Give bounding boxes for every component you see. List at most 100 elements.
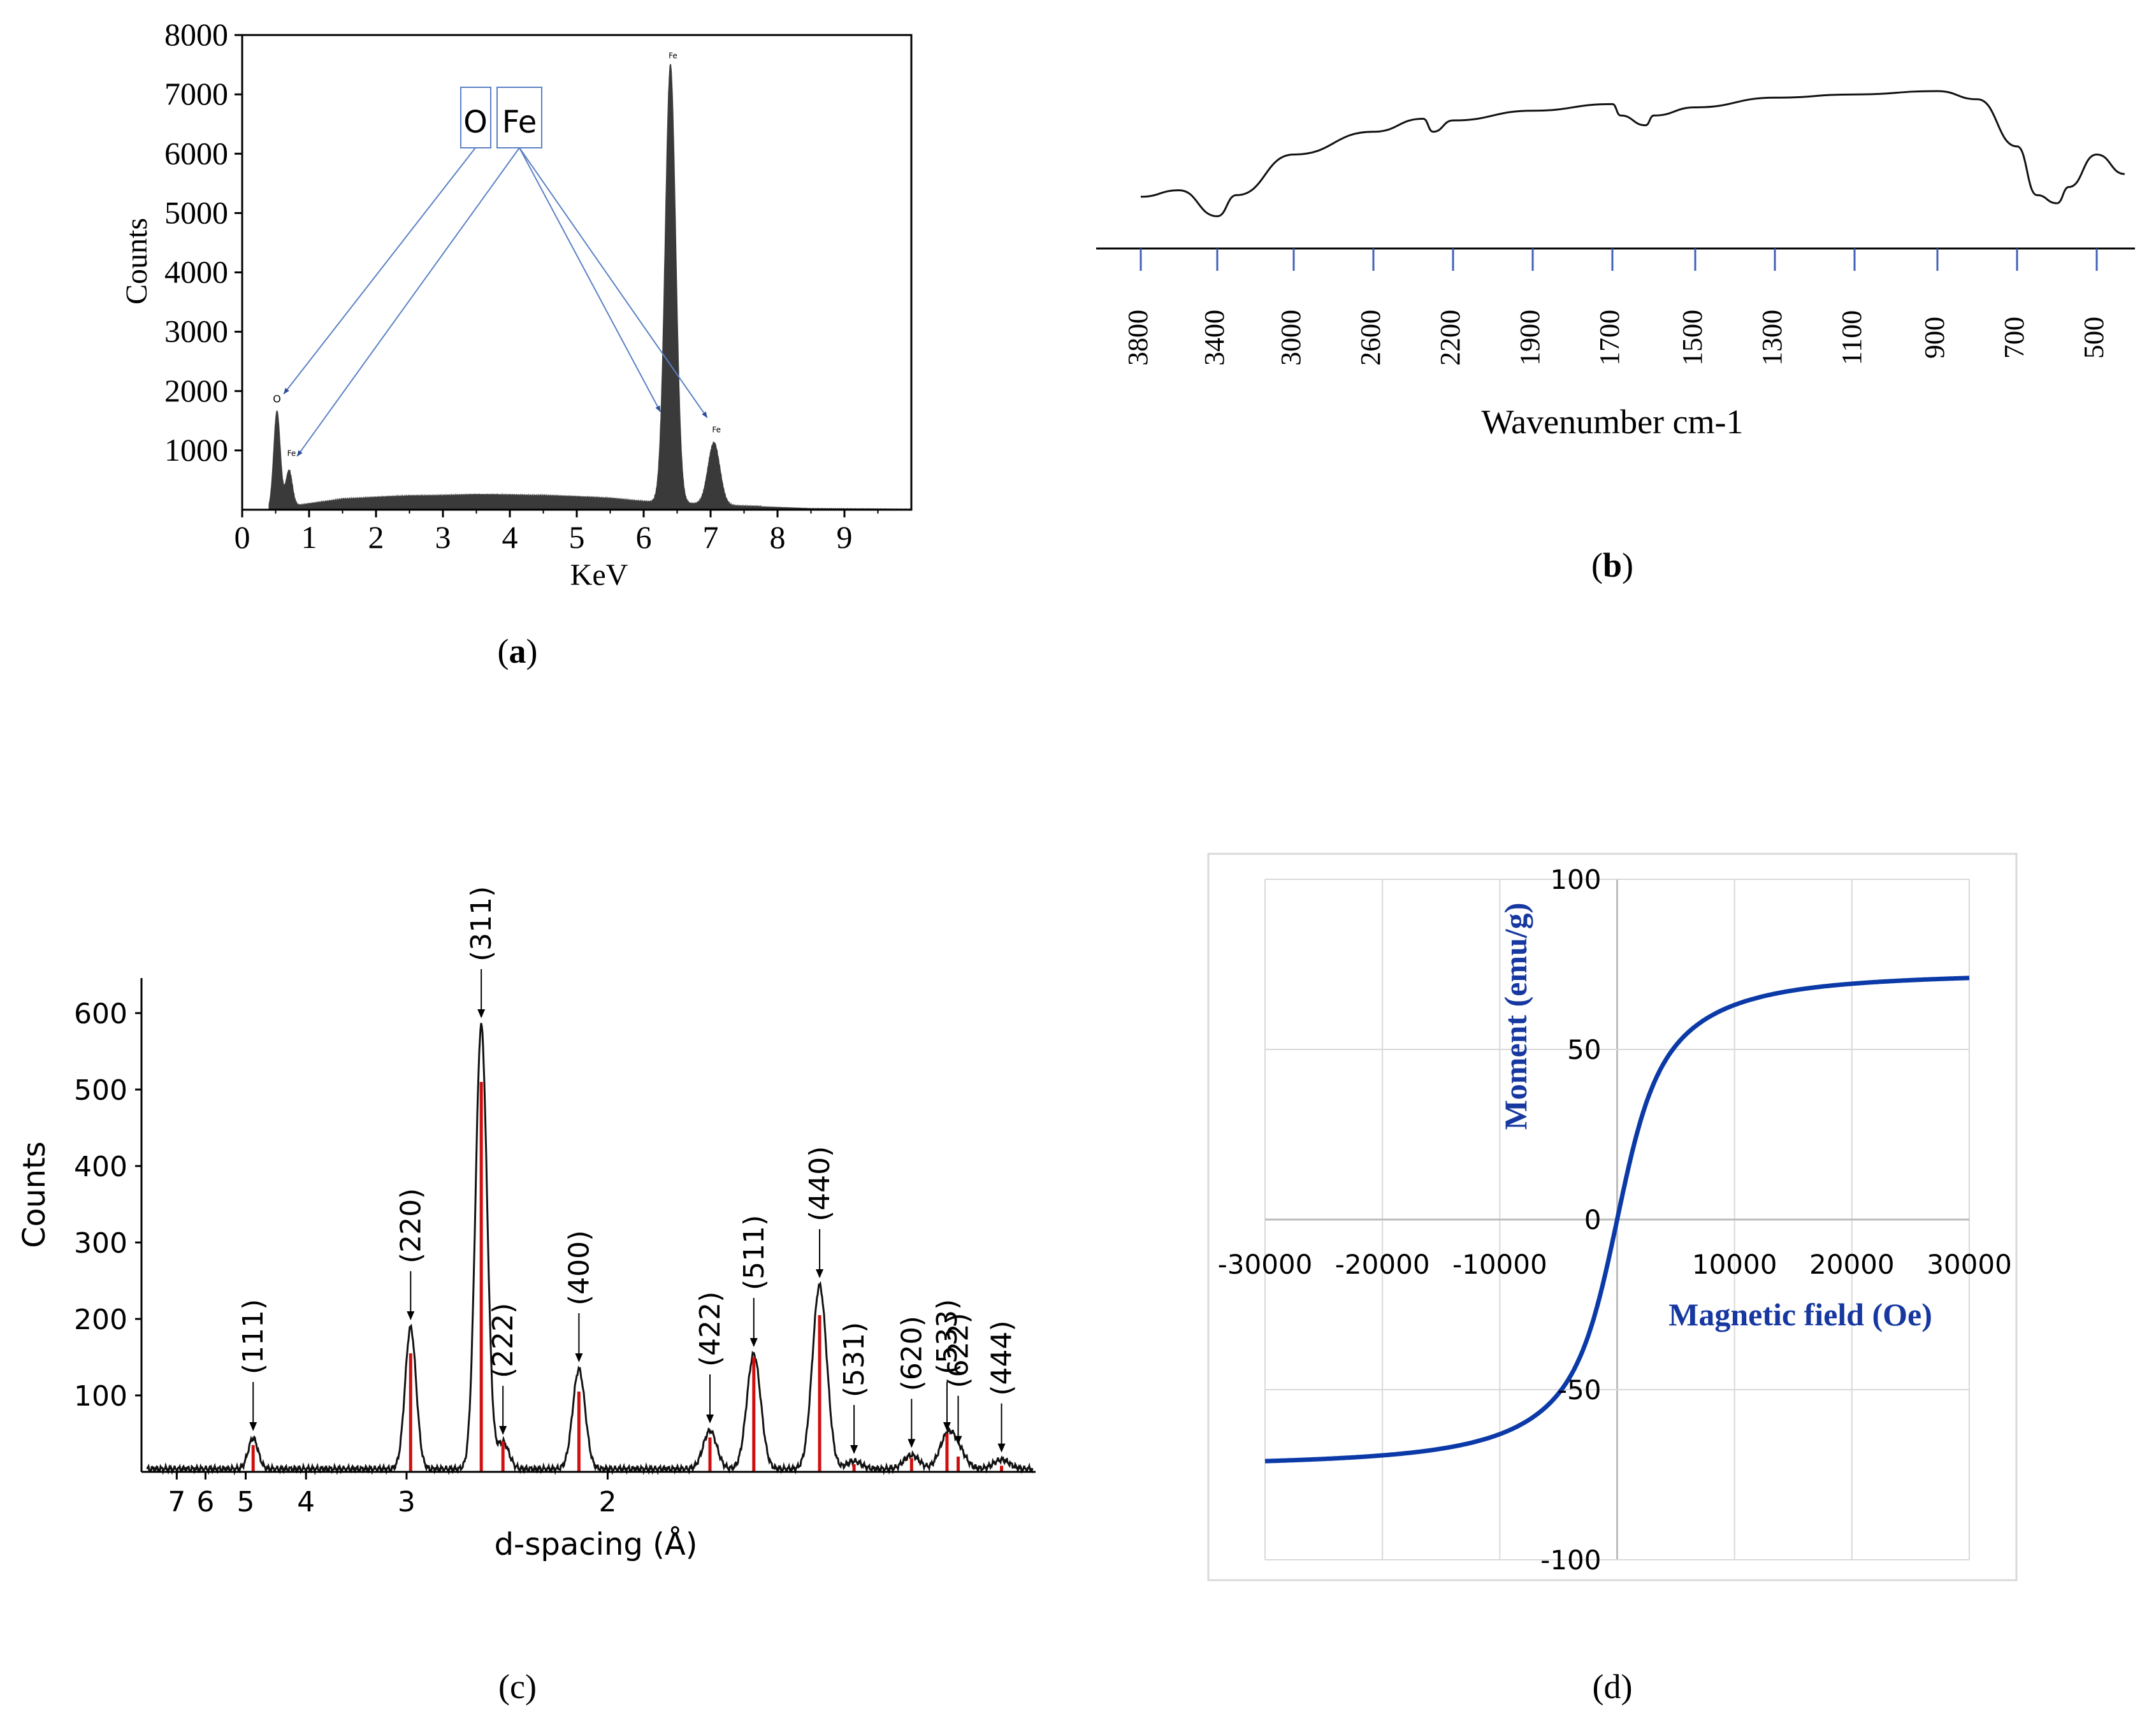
vsm-x-tick-label: 30000 — [1927, 1249, 2012, 1280]
ftir-x-tick-label: 1900 — [1514, 310, 1545, 366]
xrd-hkl-label: (222) — [487, 1303, 519, 1378]
caption-b-letter: b — [1603, 546, 1622, 584]
vsm-y-tick-label: 100 — [1550, 864, 1601, 895]
panel-b-ftir-chart: 3800 3400 3000 2600 2200 1900 1700 1500 1300 1100… — [1096, 90, 2135, 584]
ftir-x-axis-label: Wavenumber cm-1 — [1482, 403, 1744, 441]
eds-x-tick-label: 5 — [569, 519, 585, 555]
xrd-peak-arrowhead — [706, 1415, 714, 1423]
eds-legend-o-box — [460, 87, 491, 148]
caption-d: (d) — [1593, 1667, 1633, 1706]
vsm-y-tick-label: -50 — [1558, 1374, 1602, 1406]
xrd-y-tick-label: 300 — [74, 1227, 127, 1260]
eds-x-tick-label: 6 — [636, 519, 652, 555]
caption-a: (a) — [498, 632, 538, 670]
eds-annotation-arrow — [296, 147, 520, 457]
xrd-peak-arrowhead — [908, 1439, 916, 1448]
xrd-peak-arrowhead — [943, 1422, 951, 1431]
ftir-x-tick-label: 3400 — [1199, 310, 1230, 366]
eds-x-tick-label: 4 — [502, 519, 518, 555]
vsm-x-tick-label: 10000 — [1692, 1249, 1777, 1280]
vsm-x-tick-label: -30000 — [1218, 1249, 1313, 1280]
xrd-pattern-line — [146, 1023, 1034, 1476]
xrd-x-tick-label: 2 — [598, 1486, 616, 1518]
eds-legend-o: O — [463, 104, 488, 140]
xrd-peak-arrowhead — [954, 1436, 962, 1445]
xrd-peak-arrowhead — [816, 1269, 824, 1278]
eds-arrowhead — [297, 450, 303, 457]
eds-y-axis-label: Counts — [120, 218, 154, 305]
eds-y-tick-label: 1000 — [164, 432, 228, 468]
ftir-x-tick-label: 900 — [1919, 317, 1950, 359]
eds-legend-fe-box — [496, 87, 542, 148]
xrd-peak-arrowhead — [575, 1353, 583, 1362]
eds-x-tick-label: 8 — [770, 519, 786, 555]
eds-y-tick-label: 4000 — [164, 254, 228, 290]
eds-y-tick-label: 2000 — [164, 373, 228, 408]
xrd-y-tick-label: 400 — [74, 1151, 127, 1183]
ftir-x-tick-label: 1100 — [1836, 310, 1867, 365]
eds-x-axis-label: KeV — [570, 558, 628, 592]
xrd-peak-arrowhead — [749, 1338, 758, 1347]
caption-a-open: ( — [498, 632, 509, 670]
vsm-y-tick-label: 50 — [1567, 1034, 1601, 1065]
eds-y-tick-label: 3000 — [164, 313, 228, 349]
panel-a-eds-chart: O Fe Fe Fe 0 1 2 3 4 5 6 7 8 9 1000 2000 3000 4000 5000 60… — [120, 17, 913, 670]
eds-annotation-arrow — [519, 147, 708, 419]
caption-a-letter: a — [509, 632, 526, 670]
eds-y-tick-label: 6000 — [164, 135, 228, 171]
xrd-hkl-label: (622) — [942, 1313, 974, 1388]
eds-peak-label: Fe — [287, 449, 296, 458]
xrd-hkl-label: (444) — [986, 1320, 1018, 1395]
xrd-hkl-label: (620) — [895, 1316, 928, 1391]
xrd-x-tick-label: 4 — [297, 1486, 315, 1518]
xrd-hkl-label: (311) — [465, 886, 498, 961]
xrd-hkl-label: (422) — [694, 1292, 727, 1367]
xrd-hkl-label: (400) — [563, 1230, 595, 1306]
eds-plot-frame — [241, 34, 913, 511]
eds-legend-fe: Fe — [502, 104, 537, 140]
ftir-x-tick-label: 3800 — [1122, 310, 1154, 366]
panel-c-xrd-chart: (111) (220) (311) (222) (400) (422) (511) (440)… — [17, 886, 1036, 1706]
eds-spectrum-area — [268, 64, 912, 510]
xrd-x-axis-label: d-spacing (Å) — [495, 1526, 698, 1562]
xrd-y-tick-label: 600 — [74, 998, 127, 1030]
xrd-peak-arrowhead — [477, 1009, 486, 1018]
eds-x-tick-label: 1 — [301, 519, 317, 555]
xrd-x-tick-label: 7 — [168, 1486, 185, 1518]
ftir-x-tick-label: 3000 — [1275, 310, 1306, 366]
eds-peak-label: O — [273, 393, 281, 405]
xrd-peak-arrowhead — [997, 1443, 1006, 1453]
ftir-x-tick-label: 700 — [1999, 317, 2030, 359]
eds-x-tick-label: 9 — [837, 519, 853, 555]
eds-x-tick-label: 7 — [703, 519, 719, 555]
eds-annotation-arrow — [283, 147, 476, 395]
eds-y-tick-label: 8000 — [164, 17, 228, 52]
xrd-hkl-label: (220) — [394, 1188, 427, 1264]
eds-peak-label: Fe — [712, 425, 721, 434]
xrd-hkl-label: (111) — [237, 1299, 270, 1374]
eds-annotation-arrow — [519, 147, 662, 412]
xrd-marks: (111) (220) (311) (222) (400) (422) (511) (440)… — [146, 886, 1034, 1476]
xrd-peak-arrowhead — [407, 1311, 415, 1320]
caption-b: (b) — [1591, 546, 1633, 584]
eds-peak-label: Fe — [669, 52, 677, 61]
panel-d-vsm-chart: -30000 -20000 -10000 10000 20000 30000 -100 -50… — [1207, 853, 2018, 1706]
vsm-x-tick-label: 20000 — [1809, 1249, 1895, 1280]
eds-arrowhead — [702, 411, 707, 418]
eds-x-tick-label: 0 — [235, 519, 250, 555]
eds-x-tick-label: 2 — [368, 519, 384, 555]
xrd-x-tick-label: 5 — [237, 1486, 255, 1518]
ftir-x-tick-label: 2600 — [1355, 310, 1386, 366]
vsm-y-tick-label: -100 — [1540, 1545, 1601, 1576]
vsm-x-axis-label: Magnetic field (Oe) — [1668, 1297, 1932, 1332]
ftir-ticks: 3800 3400 3000 2600 2200 1900 1700 1500 1300 1100… — [1122, 248, 2109, 366]
xrd-hkl-label: (531) — [838, 1322, 871, 1397]
caption-b-open: ( — [1591, 546, 1603, 584]
ftir-x-tick-label: 1500 — [1677, 310, 1708, 366]
ftir-spectrum-line — [1140, 90, 2125, 217]
caption-c: (c) — [498, 1667, 537, 1706]
vsm-y-tick-label: 0 — [1584, 1204, 1602, 1235]
eds-ticks: 0 1 2 3 4 5 6 7 8 9 1000 2000 3000 4000 5000 6000 7000 80… — [164, 17, 879, 555]
xrd-y-axis-label: Counts — [17, 1141, 52, 1248]
